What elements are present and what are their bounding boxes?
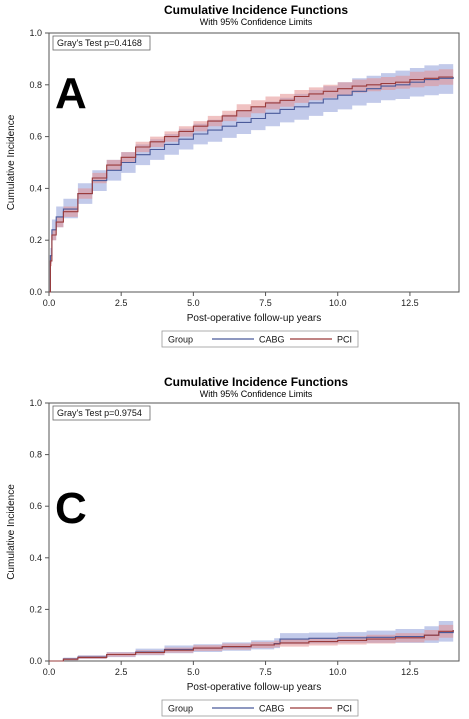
legend-label: PCI [337,335,352,345]
y-tick-label: 0.8 [29,450,42,460]
confidence-band-pci [49,69,454,292]
chart-subtitle: With 95% Confidence Limits [200,389,313,399]
x-axis-label: Post-operative follow-up years [187,313,322,324]
y-tick-label: 0.2 [29,604,42,614]
annotation-box [52,35,151,51]
legend-box [161,330,359,348]
panel-letter: A [55,69,87,118]
x-tick-label: 10.0 [329,298,347,308]
legend-label: CABG [259,335,285,345]
chart-title: Cumulative Incidence Functions [164,3,348,17]
x-tick-label: 0.0 [43,298,56,308]
legend-title: Group [168,704,193,714]
y-axis-label: Cumulative Incidence [6,114,17,210]
x-tick-label: 7.5 [259,298,272,308]
x-tick-label: 5.0 [187,667,200,677]
annotation-text: Gray's Test p=0.9754 [57,408,142,418]
legend-entry-pci: PCI [290,335,352,345]
annotation-box [52,405,151,421]
y-axis-label: Cumulative Incidence [6,484,17,580]
x-tick-label: 10.0 [329,667,347,677]
legend-label: PCI [337,704,352,714]
grays-test-annotation: Gray's Test p=0.9754 [52,405,151,421]
y-tick-label: 1.0 [29,398,42,408]
x-tick-label: 5.0 [187,298,200,308]
series-line-pci [49,76,454,293]
legend-label: CABG [259,704,285,714]
y-tick-label: 0.2 [29,235,42,245]
y-tick-label: 0.0 [29,656,42,666]
x-tick-label: 12.5 [401,298,419,308]
y-tick-label: 0.4 [29,553,42,563]
confidence-band-cabg [49,617,454,661]
panel-letter: C [55,484,87,533]
x-tick-label: 2.5 [115,667,128,677]
x-tick-label: 0.0 [43,667,56,677]
chart-title: Cumulative Incidence Functions [164,375,348,389]
legend-title: Group [168,335,193,345]
chart-subtitle: With 95% Confidence Limits [200,17,313,27]
legend-entry-cabg: CABG [212,335,285,345]
y-tick-label: 0.4 [29,183,42,193]
x-tick-label: 7.5 [259,667,272,677]
grays-test-annotation: Gray's Test p=0.4168 [52,35,151,51]
legend: Group CABG PCI [161,699,359,717]
x-tick-label: 12.5 [401,667,419,677]
plot-frame [48,402,460,662]
y-tick-label: 0.6 [29,501,42,511]
legend: Group CABG PCI [161,330,359,348]
y-tick-label: 0.6 [29,132,42,142]
x-axis-label: Post-operative follow-up years [187,682,322,693]
y-tick-label: 0.8 [29,80,42,90]
legend-entry-pci: PCI [290,704,352,714]
annotation-text: Gray's Test p=0.4168 [57,38,142,48]
y-tick-label: 0.0 [29,287,42,297]
series-line-pci [49,630,454,662]
legend-box [161,699,359,717]
y-tick-label: 1.0 [29,28,42,38]
legend-entry-cabg: CABG [212,704,285,714]
x-tick-label: 2.5 [115,298,128,308]
